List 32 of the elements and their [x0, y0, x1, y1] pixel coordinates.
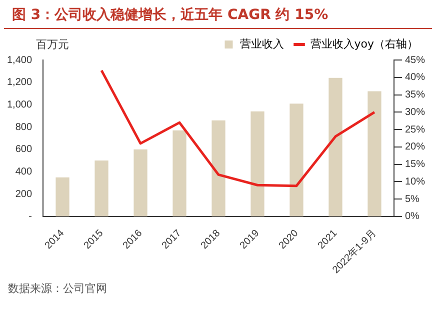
- y-tick-label: 600: [15, 144, 32, 156]
- y-tick-label: -: [28, 211, 32, 222]
- legend-label: 营业收入yoy（右轴）: [310, 37, 418, 50]
- y2-tick-label: 20%: [404, 142, 426, 153]
- y2-tick-label: 40%: [404, 72, 426, 84]
- y2-tick-label: 30%: [404, 106, 426, 118]
- bar: [134, 149, 148, 216]
- bar: [212, 120, 226, 216]
- bar: [56, 177, 70, 216]
- y2-tick-label: 45%: [404, 54, 426, 66]
- bar: [94, 160, 108, 216]
- bar: [368, 91, 382, 216]
- y2-tick-label: 5%: [404, 194, 420, 205]
- bar: [250, 111, 264, 216]
- y2-tick-label: 0%: [404, 211, 420, 222]
- y-axis-title: 百万元: [36, 37, 69, 52]
- bar: [328, 78, 342, 216]
- bar: [172, 130, 186, 216]
- legend-label: 营业收入: [240, 37, 284, 50]
- y-tick-label: 800: [15, 122, 32, 133]
- y2-tick-label: 10%: [404, 176, 426, 188]
- source-note: 数据来源：公司官网: [7, 281, 108, 297]
- chart-title: 图 3：公司收入稳健增长，近五年 CAGR 约 15%: [4, 0, 432, 29]
- y-tick-label: 1,200: [6, 77, 32, 88]
- y-tick-label: 1,000: [6, 99, 32, 110]
- y-tick-label: 200: [15, 188, 32, 200]
- y2-tick-label: 25%: [404, 124, 426, 136]
- y-tick-label: 1,400: [6, 54, 32, 66]
- y-tick-label: 400: [15, 166, 32, 178]
- bar: [290, 104, 304, 216]
- y2-tick-label: 15%: [404, 159, 426, 170]
- y2-tick-label: 35%: [404, 90, 426, 101]
